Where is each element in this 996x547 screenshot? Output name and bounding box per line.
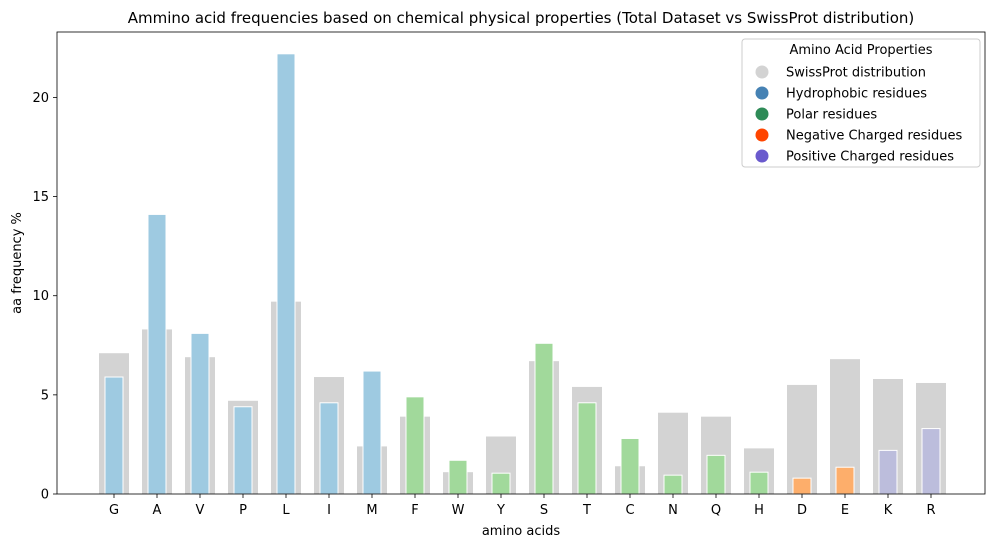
dataset-bar-Y [491, 472, 511, 495]
legend-marker-2 [755, 86, 769, 100]
y-tick-label: 15 [32, 190, 49, 205]
dataset-bar-L [276, 53, 296, 495]
x-tick-label-K: K [884, 503, 893, 518]
dataset-bar-R [921, 428, 941, 495]
dataset-bar-W [448, 459, 468, 495]
x-tick-label-F: F [411, 503, 418, 518]
dataset-bar-N [663, 474, 683, 495]
x-tick-label-Y: Y [496, 503, 505, 518]
x-axis-label: amino acids [482, 524, 561, 539]
bars-layer [99, 53, 946, 495]
x-tick-label-I: I [327, 503, 331, 518]
y-tick-label: 0 [41, 488, 49, 503]
x-tick-label-C: C [625, 503, 634, 518]
x-tick-label-T: T [582, 503, 591, 518]
chart-title: Ammino acid frequencies based on chemica… [128, 9, 915, 27]
x-tick-label-W: W [452, 503, 465, 518]
legend-box [741, 38, 981, 168]
y-axis-label: aa frequency % [10, 212, 25, 314]
axes-layer: G A V P L I M F W Y S T C N Q H D E K R 0 5 10 15 20 [32, 31, 986, 518]
plot-frame [56, 31, 986, 495]
x-tick-label-L: L [282, 503, 290, 518]
x-tick-label-N: N [668, 503, 678, 518]
dataset-bar-K [878, 449, 898, 495]
x-tick-label-M: M [366, 503, 377, 518]
dataset-bar-T [577, 402, 597, 495]
x-tick-label-V: V [196, 503, 205, 518]
legend-label-4: Negative Charged residues [786, 129, 962, 144]
x-tick-label-R: R [926, 503, 935, 518]
legend-label-3: Polar residues [786, 108, 877, 123]
dataset-bar-G [104, 376, 124, 495]
legend-title: Amino Acid Properties [790, 43, 933, 58]
dataset-bar-A [147, 213, 167, 495]
legend-marker-4 [755, 128, 769, 142]
dataset-bar-C [620, 437, 640, 495]
legend-marker-5 [755, 149, 769, 163]
legend-label-1: SwissProt distribution [786, 66, 926, 81]
legend-label-2: Hydrophobic residues [786, 87, 927, 102]
dataset-bar-P [233, 406, 253, 495]
x-tick-label-S: S [540, 503, 548, 518]
legend-marker-3 [755, 107, 769, 121]
legend-marker-1 [755, 65, 769, 79]
dataset-bar-Q [706, 454, 726, 495]
x-tick-label-H: H [754, 503, 764, 518]
dataset-bar-F [405, 396, 425, 495]
dataset-bar-E [835, 466, 855, 495]
legend: Amino Acid Properties SwissProt distribut… [741, 38, 981, 168]
x-tick-label-Q: Q [711, 503, 721, 518]
dataset-bar-H [749, 471, 769, 495]
legend-label-5: Positive Charged residues [786, 150, 954, 165]
dataset-bar-V [190, 332, 210, 495]
y-tick-label: 5 [41, 388, 49, 403]
dataset-bar-S [534, 342, 554, 495]
y-tick-label: 10 [32, 289, 49, 304]
x-tick-label-G: G [109, 503, 119, 518]
dataset-bar-I [319, 402, 339, 495]
dataset-bar-M [362, 370, 382, 495]
x-tick-label-D: D [797, 503, 807, 518]
y-tick-label: 20 [32, 91, 49, 106]
x-tick-label-P: P [239, 503, 247, 518]
swissprot-bar-D [787, 384, 817, 494]
x-tick-label-E: E [841, 503, 849, 518]
x-tick-label-A: A [153, 503, 162, 518]
dataset-bar-D [792, 477, 812, 495]
